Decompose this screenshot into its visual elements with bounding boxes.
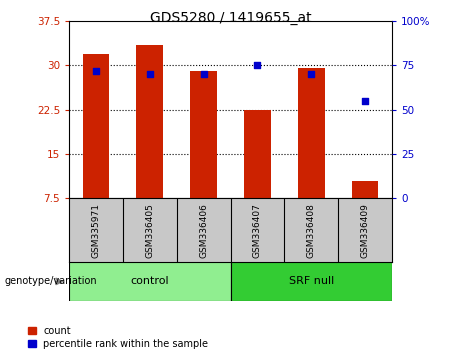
Text: GSM336408: GSM336408 bbox=[307, 202, 316, 258]
Text: control: control bbox=[130, 276, 169, 286]
Text: GSM335971: GSM335971 bbox=[92, 202, 100, 258]
Bar bbox=[298, 68, 325, 198]
Text: GSM336409: GSM336409 bbox=[361, 202, 369, 258]
Bar bbox=[136, 45, 163, 198]
Text: GSM336405: GSM336405 bbox=[145, 202, 154, 258]
Text: GSM336406: GSM336406 bbox=[199, 202, 208, 258]
Bar bbox=[69, 262, 230, 301]
Point bbox=[200, 72, 207, 77]
Bar bbox=[190, 72, 217, 198]
Text: GSM336407: GSM336407 bbox=[253, 202, 262, 258]
Point bbox=[254, 63, 261, 68]
Text: SRF null: SRF null bbox=[289, 276, 334, 286]
Point bbox=[146, 72, 154, 77]
Bar bbox=[244, 110, 271, 198]
Point bbox=[307, 72, 315, 77]
Point bbox=[92, 68, 100, 74]
Text: GDS5280 / 1419655_at: GDS5280 / 1419655_at bbox=[150, 11, 311, 25]
Legend: count, percentile rank within the sample: count, percentile rank within the sample bbox=[28, 326, 208, 349]
Bar bbox=[351, 181, 378, 198]
Bar bbox=[230, 262, 392, 301]
Text: genotype/variation: genotype/variation bbox=[5, 276, 97, 286]
Bar bbox=[83, 54, 109, 198]
Point bbox=[361, 98, 369, 104]
